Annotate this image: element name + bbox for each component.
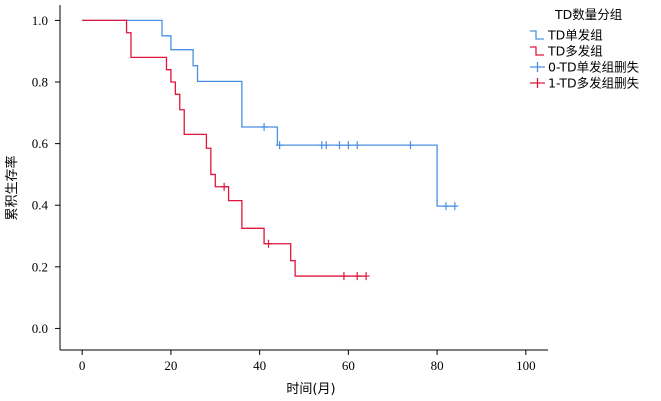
y-tick-label: 0.2 — [32, 259, 48, 274]
axes: 0 20 40 60 80 100 0.0 0.2 0.4 0.6 0.8 1.0 — [32, 5, 548, 373]
censor-mark — [353, 272, 361, 281]
censor-mark — [322, 141, 330, 150]
censor-mark — [451, 202, 459, 211]
y-tick-label: 0.8 — [32, 75, 48, 90]
legend-entry: TD单发组 — [547, 28, 603, 43]
censor-mark — [362, 272, 370, 281]
series-layer — [82, 19, 459, 281]
x-tick-label: 80 — [431, 358, 444, 373]
legend-swatch — [530, 46, 544, 56]
y-tick-label: 0.4 — [32, 198, 49, 213]
censor-mark — [442, 202, 450, 211]
censor-mark — [220, 182, 228, 191]
censor-mark — [265, 239, 273, 248]
legend-swatch — [530, 30, 544, 40]
x-tick-label: 60 — [342, 358, 355, 373]
censor-mark — [344, 141, 352, 150]
y-tick-label: 0.6 — [32, 136, 49, 151]
censor-mark — [353, 141, 361, 150]
censor-mark — [335, 141, 343, 150]
legend-entry: 0-TD单发组删失 — [548, 60, 640, 75]
x-tick-label: 0 — [79, 358, 86, 373]
x-tick-label: 100 — [516, 358, 536, 373]
censor-mark — [260, 122, 268, 131]
legend-entry: 1-TD多发组删失 — [548, 76, 640, 91]
series-1 — [82, 19, 459, 211]
survival-curve-2 — [82, 19, 367, 277]
censor-mark — [340, 272, 348, 281]
y-tick-label: 1.0 — [32, 13, 48, 28]
x-tick-label: 40 — [253, 358, 266, 373]
series-2 — [82, 19, 370, 281]
legend-swatch — [530, 62, 545, 72]
x-axis-title: 时间(月) — [286, 382, 335, 397]
censor-mark — [276, 141, 284, 150]
y-tick-label: 0.0 — [32, 321, 48, 336]
x-tick-label: 20 — [164, 358, 177, 373]
survival-curve-1 — [82, 19, 455, 207]
legend-swatch — [530, 78, 545, 88]
legend-entry: TD多发组 — [547, 44, 603, 59]
y-axis-title: 累积生存率 — [4, 155, 20, 220]
censor-mark — [406, 141, 414, 150]
legend-title: TD数量分组 — [554, 7, 622, 22]
